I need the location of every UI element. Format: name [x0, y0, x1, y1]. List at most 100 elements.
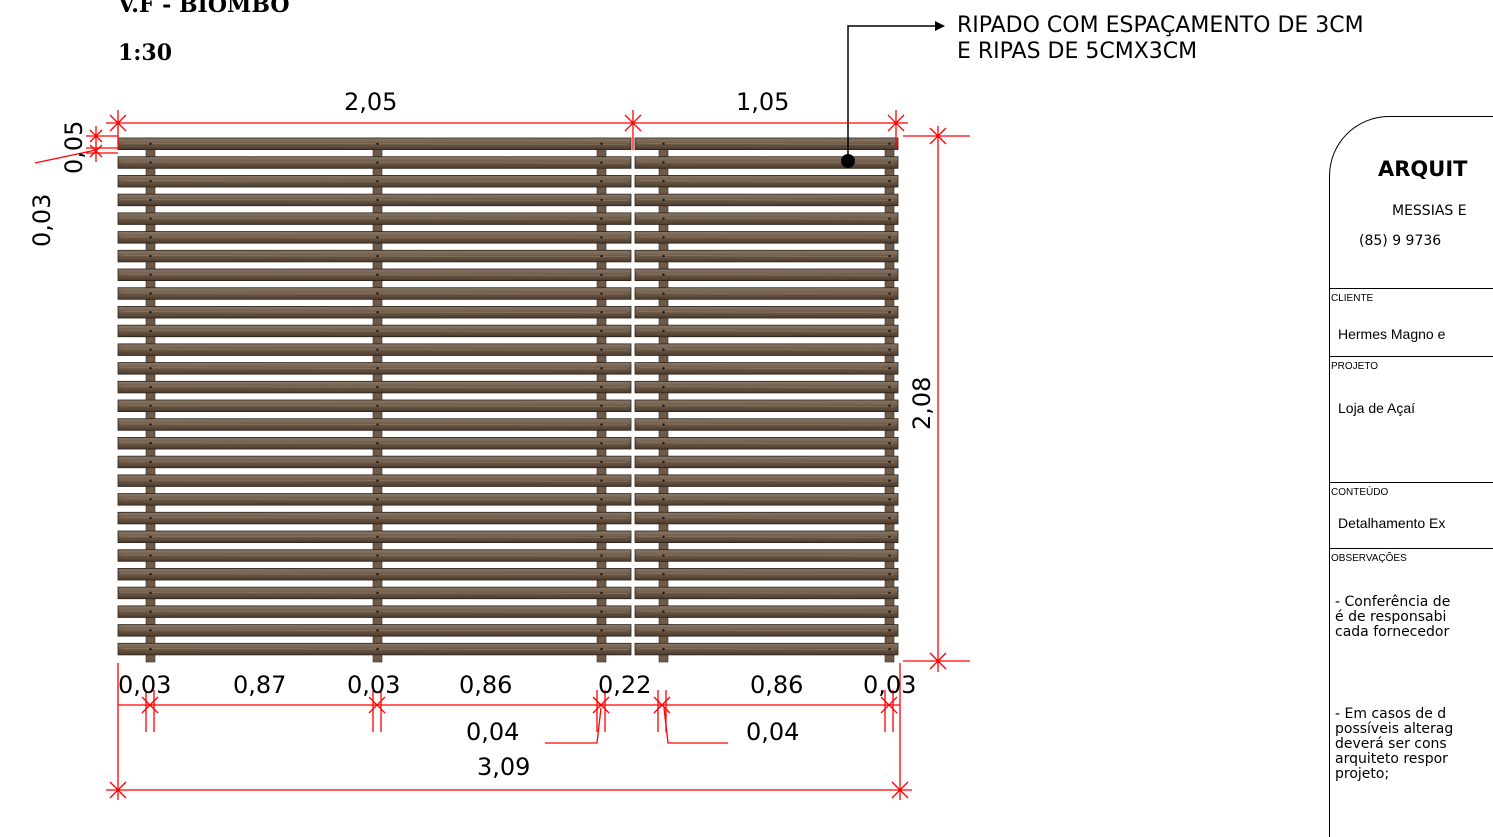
screw-dot: [600, 254, 603, 258]
wood-grain: [121, 423, 628, 426]
screw-dot: [376, 198, 379, 202]
office-phone: (85) 9 9736: [1359, 233, 1442, 249]
wood-grain: [121, 367, 628, 370]
screw-dot: [149, 385, 152, 389]
screw-dot: [888, 292, 891, 295]
screw-dot: [600, 423, 603, 426]
wood-grain: [121, 554, 628, 557]
dim-side-top: 0,05: [60, 121, 88, 174]
screw-dot: [888, 367, 891, 370]
dim-bottom-b: 0,87: [233, 671, 286, 699]
screw-dot: [600, 385, 603, 389]
dim-total: 3,09: [477, 753, 530, 781]
screw-dot: [888, 254, 891, 258]
screw-dot: [376, 161, 379, 164]
screw-dot: [376, 311, 379, 314]
dim-mid-left: 0,04: [466, 718, 519, 746]
screw-dot: [888, 629, 891, 632]
divider: [1330, 482, 1493, 483]
screw-dot: [600, 554, 603, 557]
dim-top-right: 1,05: [736, 88, 789, 116]
wood-grain: [121, 479, 628, 482]
screw-dot: [600, 573, 603, 576]
wood-grain: [121, 348, 628, 351]
wood-grain: [638, 479, 895, 482]
screw-dot: [376, 610, 379, 613]
wood-grain: [121, 236, 628, 239]
wood-grain: [638, 292, 895, 295]
screw-dot: [600, 460, 603, 464]
wood-grain: [121, 442, 628, 445]
wood-grain: [638, 367, 895, 370]
dim-top-left: 2,05: [344, 88, 397, 116]
screw-dot: [888, 647, 891, 651]
wood-grain: [121, 180, 628, 183]
screw-dot: [376, 442, 379, 445]
conteudo-label: CONTEÚDO: [1331, 487, 1389, 498]
screw-dot: [149, 180, 152, 183]
wood-grain: [638, 311, 895, 314]
screw-dot: [888, 161, 891, 164]
screw-dot: [662, 254, 665, 258]
wood-grain: [638, 442, 895, 445]
wood-grain: [638, 255, 895, 257]
wood-grain: [121, 573, 628, 576]
screw-dot: [600, 367, 603, 370]
screw-dot: [662, 610, 665, 613]
screw-dot: [662, 629, 665, 632]
slat-note-line2: E RIPAS DE 5CMX3CM: [957, 39, 1198, 64]
screw-dot: [376, 460, 379, 464]
screw-dot: [376, 367, 379, 370]
dim-bottom-d: 0,86: [459, 671, 512, 699]
screw-dot: [149, 423, 152, 426]
wood-grain: [121, 161, 628, 164]
screw-dot: [600, 591, 603, 595]
screw-dot: [376, 498, 379, 501]
screw-dot: [376, 329, 379, 333]
screw-dot: [662, 460, 665, 464]
screw-dot: [149, 404, 152, 408]
screw-dot: [600, 629, 603, 632]
screw-dot: [888, 573, 891, 576]
screw-dot: [662, 161, 665, 164]
screw-dot: [600, 311, 603, 314]
screw-dot: [888, 142, 891, 146]
divider: [1330, 548, 1493, 549]
wood-grain: [121, 311, 628, 314]
divider: [1330, 356, 1493, 357]
wood-grain: [638, 573, 895, 576]
screw-dot: [376, 423, 379, 426]
dim-bottom-a: 0,03: [118, 671, 171, 699]
wood-grain: [121, 386, 628, 388]
wood-grain: [638, 629, 895, 632]
screw-dot: [662, 198, 665, 202]
screw-dot: [888, 329, 891, 333]
screw-dot: [888, 591, 891, 595]
screw-dot: [149, 460, 152, 464]
screw-dot: [376, 591, 379, 595]
wood-grain: [638, 535, 895, 538]
screw-dot: [888, 498, 891, 501]
dim-bottom-c: 0,03: [347, 671, 400, 699]
screw-dot: [662, 367, 665, 370]
screw-dot: [600, 217, 603, 220]
slat-note-line1: RIPADO COM ESPAÇAMENTO DE 3CM: [957, 13, 1364, 38]
wood-grain: [638, 217, 895, 220]
screw-dot: [600, 236, 603, 239]
wood-grain: [121, 292, 628, 295]
screw-dot: [149, 479, 152, 482]
screw-dot: [149, 367, 152, 370]
screw-dot: [888, 217, 891, 220]
wood-grain: [638, 404, 895, 407]
wood-grain: [638, 423, 895, 426]
screw-dot: [376, 180, 379, 183]
screw-dot: [600, 180, 603, 183]
drawing-title: V.F - BIOMBO: [118, 0, 290, 18]
screw-dot: [376, 535, 379, 539]
wood-grain: [638, 236, 895, 239]
screw-dot: [662, 236, 665, 239]
screw-dot: [376, 236, 379, 239]
screw-dot: [662, 516, 665, 520]
wood-grain: [121, 255, 628, 257]
screw-dot: [662, 535, 665, 539]
